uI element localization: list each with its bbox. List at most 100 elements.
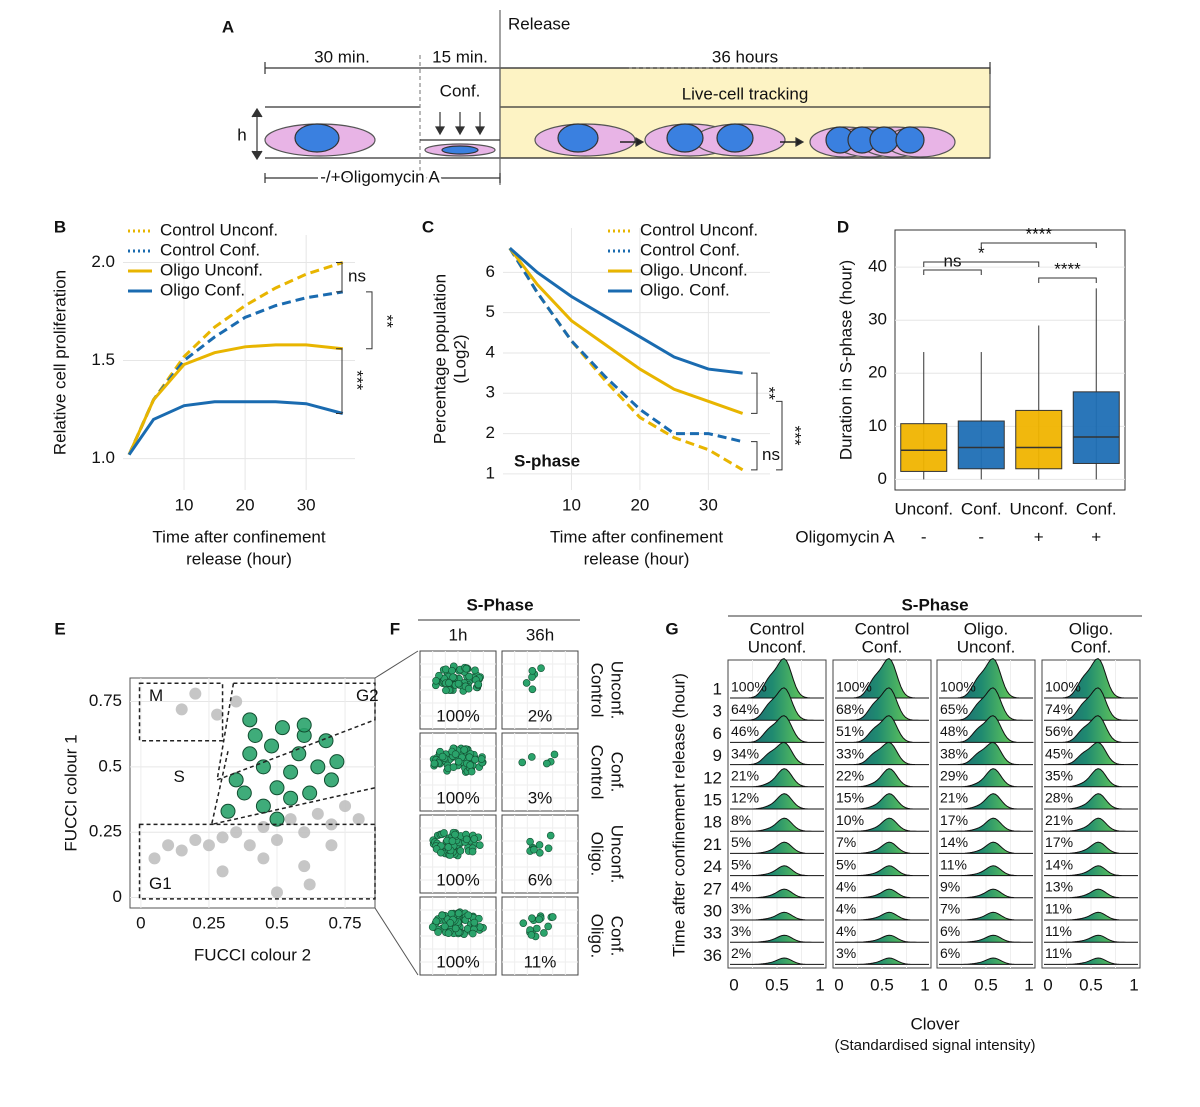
scatter-point <box>271 886 283 899</box>
mini-point <box>446 919 455 927</box>
panel-label: E <box>54 619 65 638</box>
mini-point <box>522 679 531 687</box>
ridge <box>1044 911 1138 921</box>
ridge <box>1044 715 1138 743</box>
significance-bracket <box>776 400 783 471</box>
column-label: Oligo. <box>964 619 1008 638</box>
scatter-point <box>162 839 175 852</box>
mini-point <box>445 679 453 687</box>
ridge <box>939 793 1033 810</box>
mini-point <box>542 759 551 768</box>
percentage-label: 3% <box>836 945 856 961</box>
ridge <box>835 957 929 965</box>
row-label: Oligo. <box>588 914 607 958</box>
mini-point <box>470 918 479 927</box>
row-label: 36 <box>703 946 722 965</box>
percentage-label: 7% <box>940 901 960 917</box>
x-tick-label: 30 <box>297 495 316 514</box>
gate-label: G1 <box>149 874 172 893</box>
percentage-label: 6% <box>940 945 960 961</box>
mini-point <box>468 929 477 938</box>
ridge <box>730 888 824 899</box>
percentage-label: 4% <box>836 879 856 895</box>
y-tick-label: 0.75 <box>89 691 122 710</box>
ridge <box>939 911 1033 921</box>
percentage-label: 2% <box>731 945 751 961</box>
x-tick-label: 0.5 <box>870 975 894 994</box>
gate-g1 <box>138 823 376 900</box>
percentage-label: 11% <box>1045 901 1072 917</box>
ridge <box>939 888 1033 899</box>
group-value: + <box>1034 527 1044 546</box>
series-line <box>127 400 344 456</box>
significance-label: *** <box>348 370 367 390</box>
x-axis-label: Time after confinement <box>550 527 723 546</box>
column-label: 1h <box>449 625 468 644</box>
row-label: 9 <box>713 746 722 765</box>
height-label: h <box>237 125 246 144</box>
box <box>1072 391 1120 464</box>
ridge <box>1044 793 1138 810</box>
mini-point <box>467 767 476 776</box>
ridge <box>1044 957 1138 965</box>
row-label: Control <box>588 745 607 800</box>
percentage-label: 10% <box>836 812 864 828</box>
ridge <box>939 687 1033 721</box>
mini-point <box>454 757 463 766</box>
ridge <box>1044 865 1138 877</box>
mini-point <box>535 915 543 924</box>
percentage-label: 46% <box>731 723 759 739</box>
panel-title: S-Phase <box>466 595 533 614</box>
significance-bracket <box>336 261 343 293</box>
row-label: Control <box>588 663 607 718</box>
y-tick-label: 2 <box>486 423 495 442</box>
mini-point <box>448 666 456 675</box>
percentage-label: 5% <box>731 856 751 872</box>
mini-point <box>477 755 486 763</box>
scatter-point <box>329 754 345 770</box>
significance-label: *** <box>786 426 805 446</box>
mini-point <box>536 848 544 857</box>
row-label: 6 <box>713 724 722 743</box>
percentage-label: 21% <box>940 790 968 806</box>
mini-point <box>528 753 536 761</box>
significance-label: **** <box>1054 259 1081 278</box>
y-tick-label: 4 <box>486 342 495 361</box>
ridge <box>939 657 1033 699</box>
mini-point <box>432 917 441 926</box>
percentage-label: 7% <box>836 834 856 850</box>
mini-point <box>464 911 473 919</box>
panel-label: F <box>390 619 400 638</box>
x-tick-label: Conf. <box>1076 499 1117 518</box>
series-line <box>508 247 744 415</box>
box <box>1015 409 1063 470</box>
mini-point <box>442 686 450 695</box>
row-label: 21 <box>703 835 722 854</box>
scatter-point <box>298 826 311 839</box>
ridge <box>835 687 929 721</box>
scatter-point <box>230 826 243 839</box>
y-tick-label: 2.0 <box>91 252 115 271</box>
mini-point <box>470 835 479 843</box>
scatter-point <box>296 717 312 733</box>
row-label: Unconf. <box>608 661 627 720</box>
gate-label: G2 <box>356 686 379 705</box>
ridge <box>835 741 929 766</box>
x-tick-label: 0 <box>938 975 947 994</box>
row-label: 18 <box>703 813 722 832</box>
series-line <box>508 247 743 375</box>
mini-point <box>471 755 479 764</box>
percentage-label: 3% <box>731 923 751 939</box>
gate-g2 <box>216 682 376 782</box>
y-tick-label: 1.0 <box>91 448 115 467</box>
percentage-label: 6% <box>940 923 960 939</box>
ridge <box>939 768 1033 788</box>
percentage-label: 64% <box>731 701 759 717</box>
percentage-label: 28% <box>1045 790 1073 806</box>
ridge <box>1044 888 1138 899</box>
significance-label: ns <box>944 251 962 270</box>
mini-point <box>440 829 448 837</box>
mini-point <box>466 761 474 769</box>
group-value: - <box>978 527 984 546</box>
ridge <box>730 741 824 766</box>
